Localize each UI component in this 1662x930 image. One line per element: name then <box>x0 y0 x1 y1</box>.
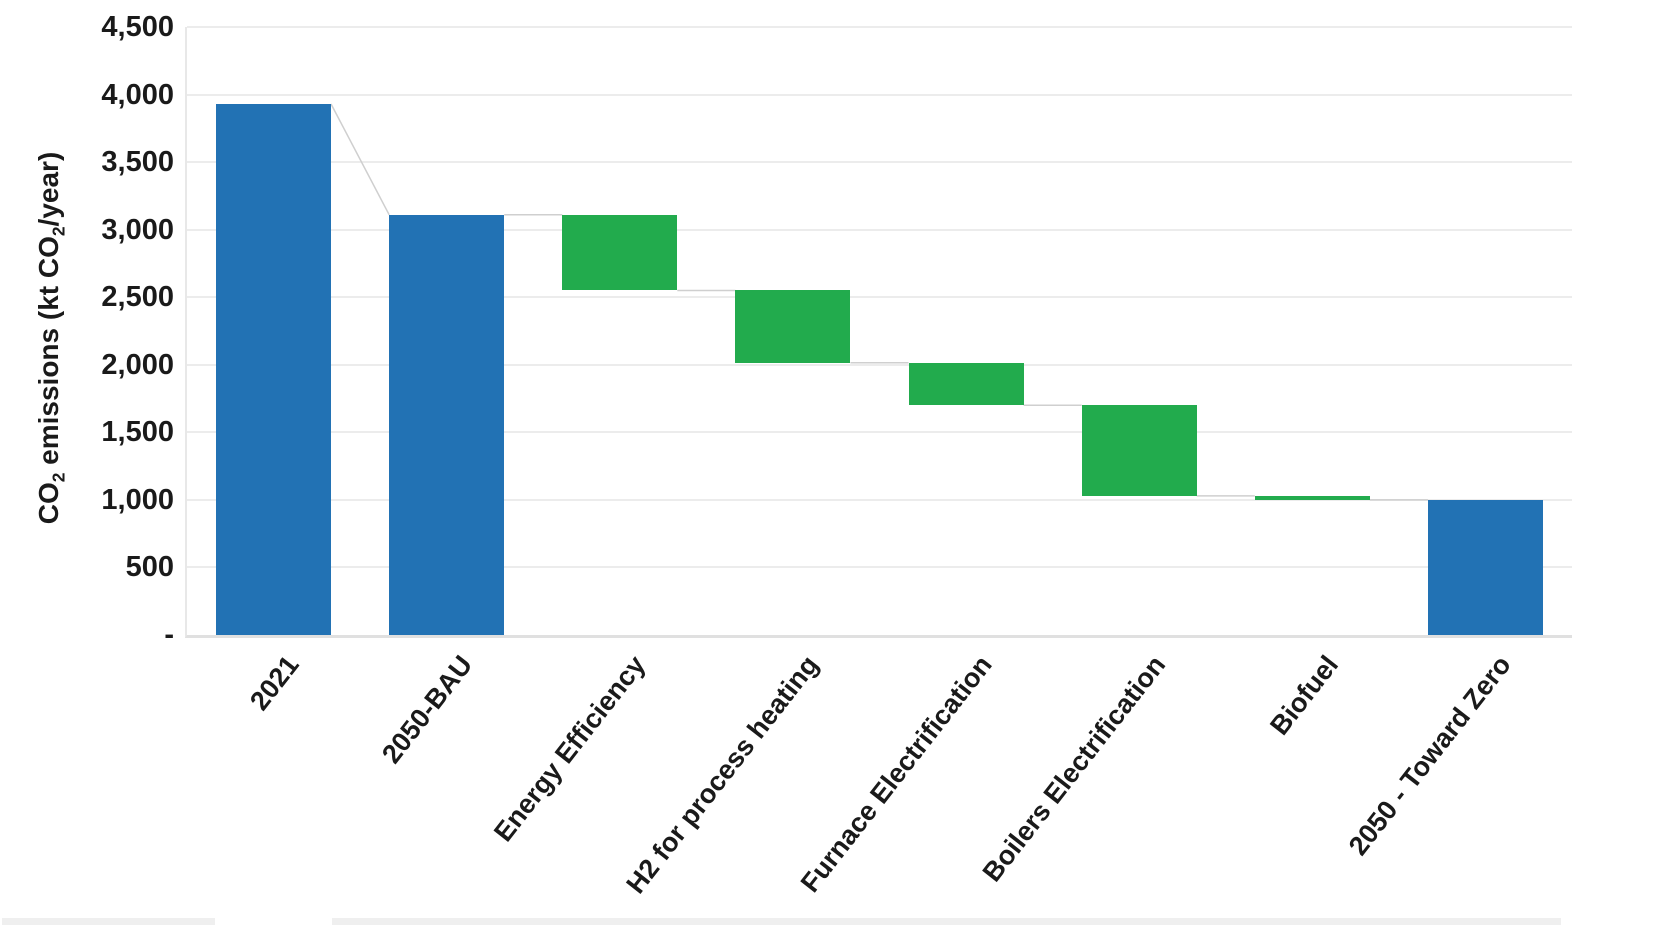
gridline-2500 <box>187 296 1572 299</box>
y-tick-label-2000: 2,000 <box>101 348 174 381</box>
gridline-500 <box>187 566 1572 569</box>
y-tick-label-3000: 3,000 <box>101 213 174 246</box>
bar-biofuel <box>1254 495 1370 500</box>
gridline-3000 <box>187 228 1572 231</box>
x-category-label-boilers-electrification: Boilers Electrification <box>976 650 1171 888</box>
x-category-label-h2-for-process-heating: H2 for process heating <box>620 650 825 900</box>
x-category-label-2021: 2021 <box>244 650 306 716</box>
y-tick-label-4000: 4,000 <box>101 78 174 111</box>
page-edge-artifact-right <box>332 918 1561 925</box>
bar-furnace-electrification <box>908 362 1024 406</box>
gridline-1000 <box>187 498 1572 501</box>
x-category-label-biofuel: Biofuel <box>1263 650 1344 741</box>
gridline-4500 <box>187 26 1572 28</box>
x-category-label-furnace-electrification: Furnace Electrification <box>794 650 998 898</box>
y-axis-title-subscript: 2 <box>48 472 69 483</box>
gridline-3500 <box>187 161 1572 164</box>
y-tick-label-1000: 1,000 <box>101 483 174 516</box>
y-tick-label-0: - <box>164 619 174 651</box>
x-category-label-energy-efficiency: Energy Efficiency <box>488 650 652 848</box>
page-edge-artifact-left <box>2 918 215 925</box>
y-tick-label-2500: 2,500 <box>101 281 174 314</box>
gridline-2000 <box>187 363 1572 366</box>
gridline-1500 <box>187 431 1572 434</box>
y-tick-label-4500: 4,500 <box>101 11 174 43</box>
bar-2021 <box>216 104 332 635</box>
y-tick-label-500: 500 <box>125 551 174 584</box>
gridline-4000 <box>187 93 1572 96</box>
bar-h2-for-process-heating <box>735 290 851 363</box>
y-tick-label-1500: 1,500 <box>101 416 174 449</box>
y-tick-label-3500: 3,500 <box>101 146 174 179</box>
bar-boilers-electrification <box>1081 405 1197 496</box>
x-category-label-2050-toward-zero: 2050 - Toward Zero <box>1343 650 1518 861</box>
connector-line <box>330 103 390 216</box>
bar-2050-bau <box>389 214 505 635</box>
bar-2050-toward-zero <box>1427 499 1543 635</box>
x-category-label-2050-bau: 2050-BAU <box>376 650 479 769</box>
bar-energy-efficiency <box>562 214 678 291</box>
